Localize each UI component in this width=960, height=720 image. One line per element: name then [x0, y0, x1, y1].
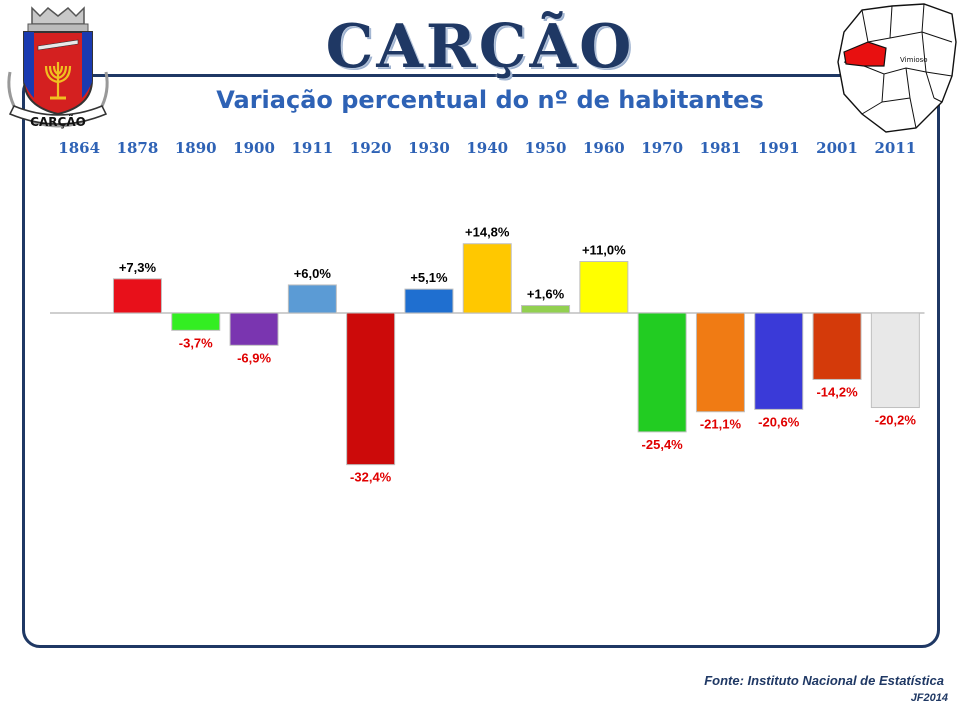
- year-label: 2011: [874, 139, 916, 157]
- bar-2001: [812, 312, 862, 380]
- year-label: 1940: [466, 139, 508, 157]
- value-label-1981: -21,1%: [700, 417, 742, 432]
- value-label-1950: +1,6%: [527, 287, 565, 302]
- crest-label: CARÇÃO: [30, 114, 86, 129]
- year-label: 1911: [291, 139, 333, 157]
- bar-1911: [287, 284, 337, 314]
- page-title: CARÇÃO: [325, 12, 635, 82]
- bar-1950: [521, 305, 571, 314]
- year-label: 1981: [700, 139, 742, 157]
- chart-subtitle: Variação percentual do nº de habitantes: [216, 86, 764, 114]
- region-map-icon: Vimioso: [837, 3, 957, 133]
- value-label-1890: -3,7%: [179, 335, 213, 350]
- bar-1930: [404, 288, 454, 314]
- bar-1991: [754, 312, 804, 410]
- bar-2011: [870, 312, 920, 409]
- value-label-1920: -32,4%: [350, 470, 392, 485]
- source-note: Fonte: Instituto Nacional de Estatística: [704, 673, 944, 688]
- year-label: 1920: [350, 139, 392, 157]
- value-label-1970: -25,4%: [642, 437, 684, 452]
- bar-1890: [171, 312, 221, 331]
- year-label: 1864: [58, 139, 100, 157]
- bar-1878: [112, 278, 162, 314]
- year-label: 1991: [758, 139, 800, 157]
- value-label-1930: +5,1%: [410, 270, 448, 285]
- bar-1970: [637, 312, 687, 433]
- value-label-1911: +6,0%: [294, 266, 332, 281]
- bar-1900: [229, 312, 279, 346]
- year-label: 1900: [233, 139, 275, 157]
- value-label-1940: +14,8%: [465, 225, 510, 240]
- bar-1940: [462, 243, 512, 314]
- year-label: 1890: [175, 139, 217, 157]
- coat-of-arms-icon: CARÇÃO: [7, 6, 109, 129]
- year-label: 1970: [641, 139, 683, 157]
- map-label: Vimioso: [900, 56, 928, 64]
- year-label: 2001: [816, 139, 858, 157]
- bar-1981: [695, 312, 745, 413]
- value-label-1960: +11,0%: [582, 243, 626, 258]
- value-label-1878: +7,3%: [119, 260, 157, 275]
- year-label: 1950: [525, 139, 567, 157]
- bar-1960: [579, 261, 629, 314]
- year-label: 1878: [117, 139, 159, 157]
- value-label-2011: -20,2%: [875, 413, 917, 428]
- value-label-2001: -14,2%: [816, 384, 858, 399]
- value-label-1991: -20,6%: [758, 414, 800, 429]
- value-label-1900: -6,9%: [237, 350, 271, 365]
- bar-1920: [346, 312, 396, 466]
- author-note: JF2014: [910, 692, 948, 704]
- year-label: 1930: [408, 139, 450, 157]
- year-label: 1960: [583, 139, 625, 157]
